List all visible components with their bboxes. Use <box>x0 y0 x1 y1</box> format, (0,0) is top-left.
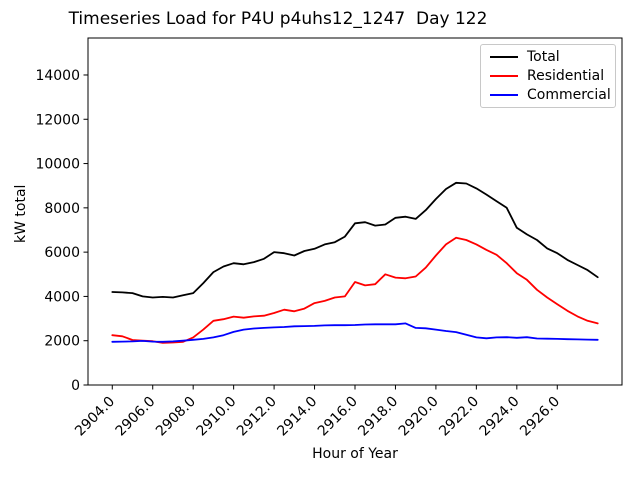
series-line-commercial <box>111 322 599 343</box>
x-tick-label: 2906.0 <box>113 394 159 440</box>
series-line-residential <box>111 236 599 344</box>
legend: Total Residential Commercial <box>480 44 616 108</box>
x-tick-label: 2918.0 <box>355 394 401 440</box>
series-line-total <box>111 181 599 299</box>
x-tick-label: 2914.0 <box>274 394 320 440</box>
y-tick-label: 6000 <box>44 245 80 261</box>
legend-line-commercial-icon <box>490 94 518 97</box>
x-tick-label: 2922.0 <box>436 394 482 440</box>
x-tick-label: 2924.0 <box>477 394 523 440</box>
x-tick-label: 2912.0 <box>234 394 280 440</box>
y-tick-label: 10000 <box>35 157 80 173</box>
y-tick-label: 12000 <box>35 112 80 128</box>
x-tick-label: 2908.0 <box>153 394 199 440</box>
legend-line-residential-icon <box>490 74 518 77</box>
chart-title: Timeseries Load for P4U p4uhs12_1247 Day… <box>68 9 488 29</box>
x-tick-label: 2916.0 <box>315 394 361 440</box>
legend-label-commercial: Commercial <box>527 87 611 104</box>
x-axis-label: Hour of Year <box>312 446 398 462</box>
y-axis-label: kW total <box>13 184 29 243</box>
x-tick-label: 2920.0 <box>396 394 442 440</box>
y-tick-label: 0 <box>71 378 80 394</box>
x-tick-label: 2926.0 <box>517 394 563 440</box>
legend-label-total: Total <box>527 48 560 65</box>
legend-label-residential: Residential <box>527 67 605 84</box>
legend-line-total-icon <box>490 55 518 58</box>
legend-item-total: Total <box>481 50 615 64</box>
y-tick-label: 2000 <box>44 334 80 350</box>
x-tick-label: 2904.0 <box>72 394 118 440</box>
legend-item-residential: Residential <box>481 69 615 83</box>
y-tick-label: 4000 <box>44 289 80 305</box>
y-tick-label: 8000 <box>44 201 80 217</box>
legend-item-commercial: Commercial <box>481 88 615 102</box>
y-tick-label: 14000 <box>35 68 80 84</box>
x-tick-label: 2910.0 <box>194 394 240 440</box>
